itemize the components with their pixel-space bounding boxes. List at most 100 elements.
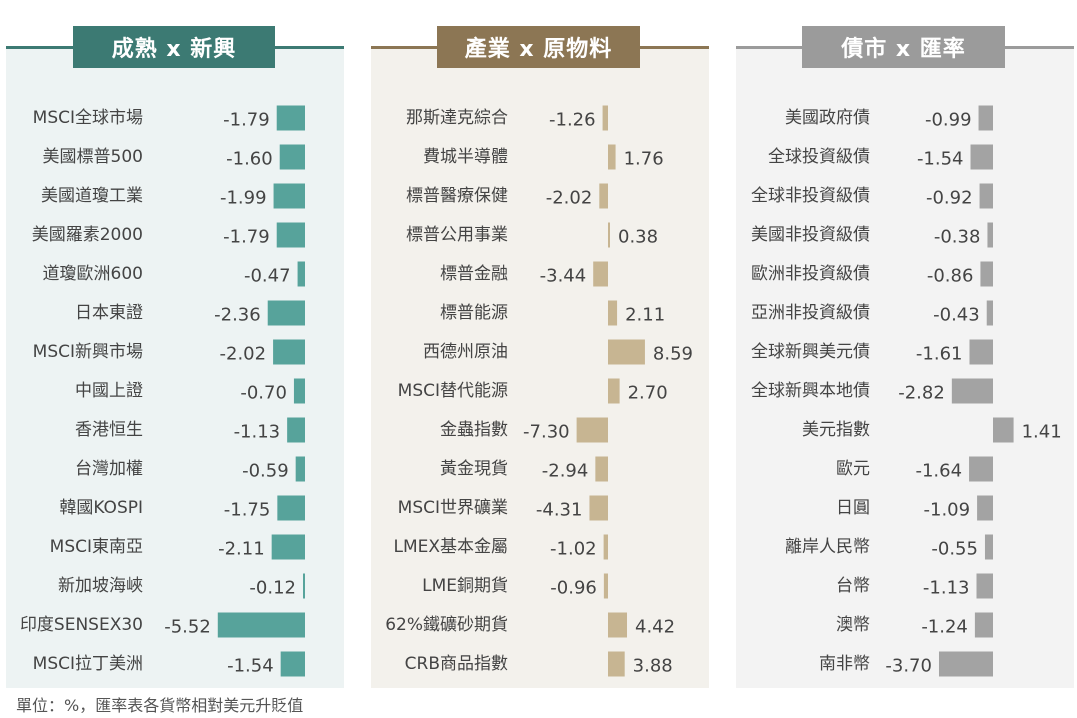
- value-label: -1.13: [923, 578, 970, 599]
- value-label: -1.54: [227, 656, 274, 677]
- category-label: 台灣加權: [75, 459, 143, 479]
- category-label: 黃金現貨: [440, 459, 508, 479]
- bar: [938, 651, 993, 677]
- category-label: 金蟲指數: [440, 420, 508, 440]
- value-label: -0.86: [927, 266, 974, 287]
- value-label: 0.38: [618, 227, 658, 248]
- bar: [969, 456, 993, 482]
- value-label: -0.12: [249, 578, 296, 599]
- bar: [277, 495, 305, 521]
- value-label: -1.79: [223, 227, 270, 248]
- bar: [974, 612, 993, 638]
- bar: [603, 534, 608, 560]
- bar: [987, 222, 993, 248]
- value-label: -0.96: [550, 578, 597, 599]
- category-label: MSCI東南亞: [50, 537, 143, 557]
- category-label: MSCI新興市場: [33, 342, 143, 362]
- bar: [576, 417, 608, 443]
- bar: [608, 222, 610, 248]
- category-label: 日圓: [836, 498, 870, 518]
- value-label: -5.52: [164, 617, 211, 638]
- bar: [984, 534, 993, 560]
- category-label: 費城半導體: [423, 147, 508, 167]
- value-label: 3.88: [633, 656, 673, 677]
- value-label: -2.02: [220, 344, 267, 365]
- category-label: 美國標普500: [43, 147, 143, 167]
- category-label: CRB商品指數: [405, 654, 508, 674]
- value-label: -0.55: [931, 539, 978, 560]
- bar: [595, 456, 608, 482]
- bar: [280, 651, 305, 677]
- value-label: -0.47: [244, 266, 291, 287]
- category-label: 澳幣: [836, 615, 870, 635]
- category-label: 南非幣: [819, 654, 870, 674]
- panel-background: [736, 49, 1074, 688]
- category-label: 新加坡海峽: [58, 576, 143, 596]
- category-label: 道瓊歐洲600: [43, 264, 143, 284]
- value-label: -0.43: [933, 305, 980, 326]
- bar: [297, 261, 305, 287]
- category-label: 全球投資級債: [768, 147, 870, 167]
- category-label: 印度SENSEX30: [20, 615, 143, 635]
- panel-title: 債市 x 匯率: [802, 26, 1005, 68]
- value-label: -2.82: [898, 383, 945, 404]
- category-label: 台幣: [836, 576, 870, 596]
- category-label: 標普公用事業: [406, 225, 508, 245]
- bar: [589, 495, 608, 521]
- category-label: 離岸人民幣: [785, 537, 870, 557]
- value-label: -1.60: [226, 149, 273, 170]
- bar: [977, 495, 993, 521]
- category-label: LMEX基本金屬: [393, 537, 508, 557]
- bar: [276, 105, 305, 131]
- bar: [979, 183, 993, 209]
- panel-developed-emerging: 成熟 x 新興 MSCI全球市場 -1.79 美國標普500 -1.60 美國道瓊工業 -…: [6, 26, 344, 688]
- bar: [993, 417, 1014, 443]
- bar: [608, 378, 620, 404]
- value-label: 8.59: [653, 344, 693, 365]
- bar: [276, 222, 305, 248]
- category-label: MSCI全球市場: [33, 108, 143, 128]
- bar: [608, 144, 616, 170]
- value-label: -1.99: [220, 188, 267, 209]
- bar-chart-bond-fx: 美國政府債 -0.99 全球投資級債 -1.54 全球非投資級債 -0.92 美國非投資級債…: [751, 105, 1062, 677]
- category-label: MSCI拉丁美洲: [33, 654, 143, 674]
- category-label: 全球非投資級債: [751, 186, 870, 206]
- bar: [273, 339, 305, 365]
- value-label: -2.02: [546, 188, 593, 209]
- category-label: 美元指數: [802, 420, 870, 440]
- category-label: 香港恒生: [75, 420, 143, 440]
- bar: [608, 651, 625, 677]
- footnote: 單位：%，匯率表各貨幣相對美元升貶值: [16, 696, 304, 715]
- bar: [980, 261, 993, 287]
- category-label: 歐洲非投資級債: [751, 264, 870, 284]
- category-label: 標普能源: [440, 303, 508, 323]
- category-label: LME銅期貨: [422, 576, 508, 596]
- bar: [969, 339, 993, 365]
- category-label: 62%鐵礦砂期貨: [385, 615, 508, 635]
- value-label: -1.61: [916, 344, 963, 365]
- value-label: -2.36: [214, 305, 261, 326]
- bar: [593, 261, 608, 287]
- category-label: 亞洲非投資級債: [751, 303, 870, 323]
- value-label: -1.64: [915, 461, 962, 482]
- value-label: -0.70: [240, 383, 287, 404]
- bar: [608, 612, 628, 638]
- bar: [951, 378, 993, 404]
- value-label: 1.41: [1022, 422, 1062, 443]
- category-label: 西德州原油: [423, 342, 508, 362]
- panel-bond-fx: 債市 x 匯率 美國政府債 -0.99 全球投資級債 -1.54 全球非投資級債 -0.9…: [736, 26, 1074, 688]
- value-label: -0.99: [925, 110, 972, 131]
- value-label: -2.94: [542, 461, 589, 482]
- category-label: 那斯達克綜合: [406, 108, 508, 128]
- bar: [978, 105, 993, 131]
- value-label: -7.30: [523, 422, 570, 443]
- value-label: 4.42: [635, 617, 675, 638]
- bar: [293, 378, 305, 404]
- panel-background: [371, 49, 709, 688]
- bar: [217, 612, 305, 638]
- category-label: 美國道瓊工業: [41, 186, 143, 206]
- value-label: -3.70: [885, 656, 932, 677]
- bar: [976, 573, 993, 599]
- category-label: 美國羅素2000: [32, 225, 143, 245]
- bar: [608, 300, 618, 326]
